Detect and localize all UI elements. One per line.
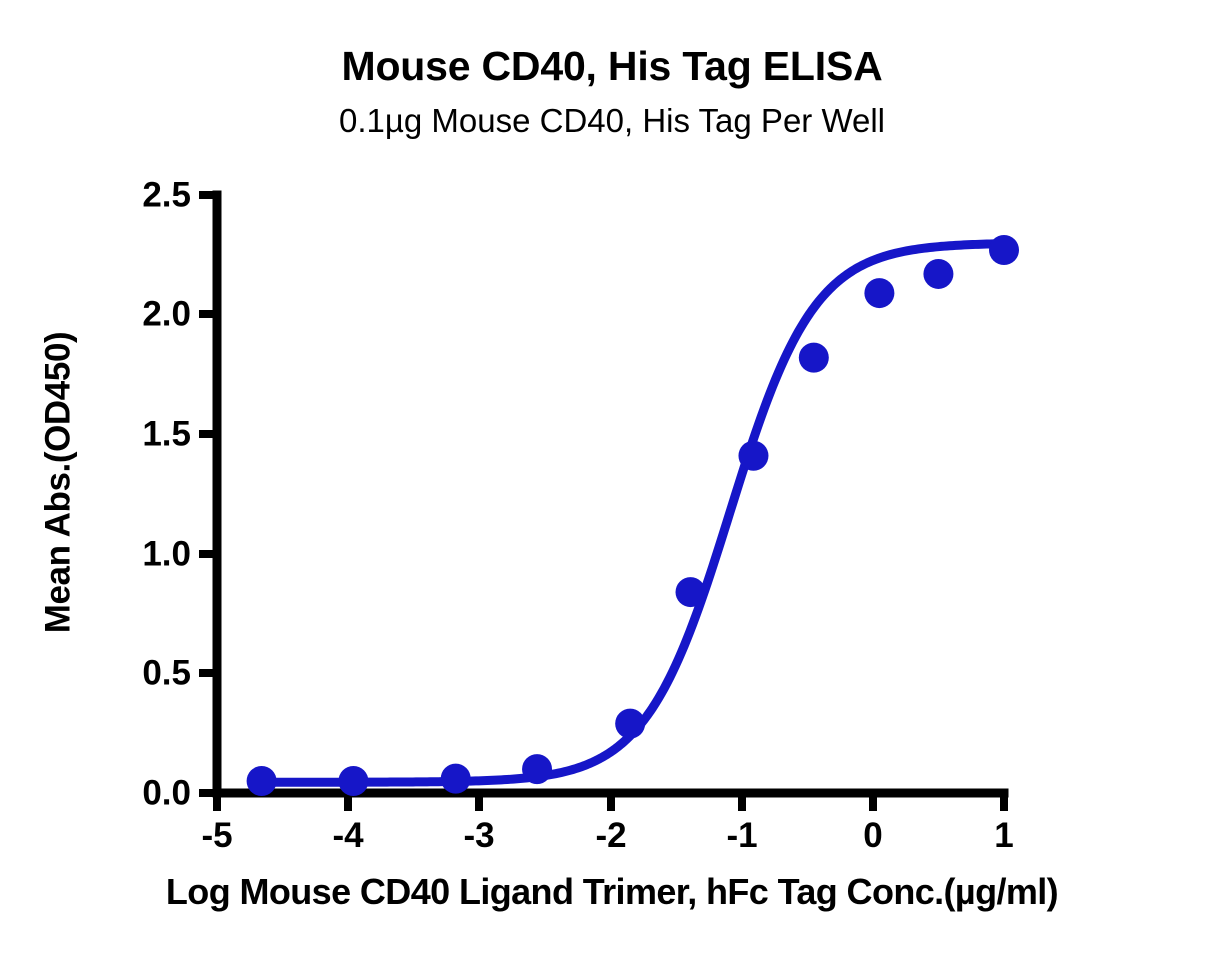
x-axis-ticks [213,793,1008,811]
sigmoid-fit-curve [257,239,1009,787]
x-tick-label--1: -1 [726,816,758,855]
x-tick-label--5: -5 [201,816,233,855]
x-tick-label--2: -2 [595,816,627,855]
y-tick-label-1.5: 1.5 [142,414,191,454]
data-point [798,342,829,373]
data-point [338,766,369,797]
y-tick-label-2.5: 2.5 [142,175,191,215]
data-point [440,763,471,794]
data-point [615,708,646,739]
data-point [989,235,1019,266]
y-tick-label-2.0: 2.0 [142,294,191,334]
x-axis-title: Log Mouse CD40 Ligand Trimer, hFc Tag Co… [165,871,1059,912]
data-point [923,258,954,289]
x-tick-label-0: 0 [863,816,883,855]
chart-subtitle: 0.1µg Mouse CD40, His Tag Per Well [338,102,886,139]
x-tick-label--4: -4 [332,816,364,855]
y-tick-label-1.0: 1.0 [142,534,191,574]
x-tick-label-1: 1 [994,816,1014,855]
data-point [246,766,277,797]
chart-title: Mouse CD40, His Tag ELISA [341,43,883,89]
data-point [675,577,706,608]
data-point [738,440,769,471]
data-point-markers [246,235,1019,797]
data-point [522,754,553,785]
x-tick-label--3: -3 [463,816,495,855]
y-tick-label-0.5: 0.5 [142,653,191,693]
y-tick-label-0.0: 0.0 [142,773,191,813]
data-point [864,278,895,309]
